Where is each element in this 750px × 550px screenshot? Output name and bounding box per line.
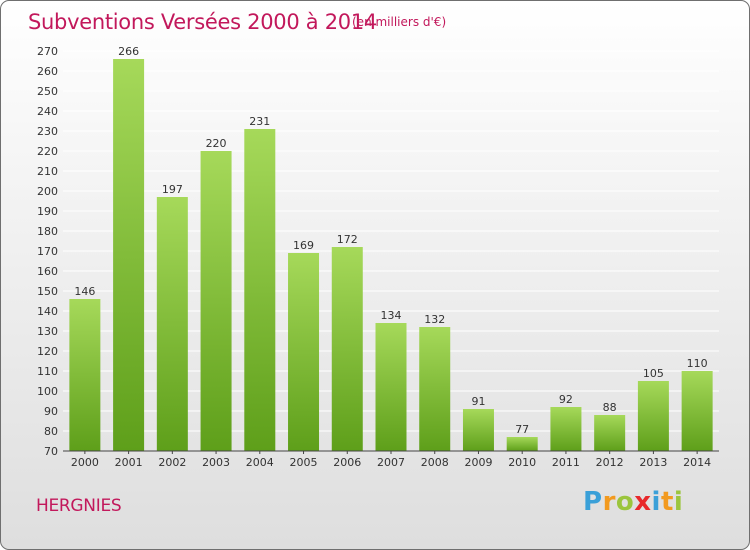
- logo-letter: o: [615, 487, 635, 517]
- data-label: 134: [381, 309, 402, 322]
- y-tick-label: 150: [37, 285, 58, 298]
- x-tick-label: 2014: [683, 456, 711, 469]
- y-tick-label: 250: [37, 85, 58, 98]
- data-label: 220: [206, 137, 227, 150]
- data-label: 92: [559, 393, 573, 406]
- x-tick-label: 2007: [377, 456, 405, 469]
- x-tick-label: 2011: [552, 456, 580, 469]
- bar-2008: [419, 327, 451, 451]
- logo-letter: P: [583, 487, 603, 517]
- data-label: 231: [249, 115, 270, 128]
- bar-2003: [200, 151, 232, 451]
- chart-unit: (en milliers d'€): [352, 15, 447, 29]
- y-tick-label: 170: [37, 245, 58, 258]
- y-axis-ticks: 70 80 90 100 110 120 130 140 150 160 170 180 190 200 2…: [37, 45, 58, 458]
- y-tick-label: 190: [37, 205, 58, 218]
- x-tick-label: 2002: [158, 456, 186, 469]
- x-tick-label: 2006: [333, 456, 361, 469]
- data-label: 77: [515, 423, 529, 436]
- bar-2005: [288, 253, 320, 451]
- commune-name: HERGNIES: [36, 496, 122, 516]
- bar-2014: [681, 371, 713, 451]
- y-tick-label: 200: [37, 185, 58, 198]
- bar-2004: [244, 129, 276, 451]
- logo-letter: x: [634, 487, 652, 517]
- y-tick-label: 220: [37, 145, 58, 158]
- x-tick-label: 2003: [202, 456, 230, 469]
- bar-2012: [594, 415, 626, 451]
- x-tick-label: 2009: [464, 456, 492, 469]
- y-tick-label: 230: [37, 125, 58, 138]
- data-label: 146: [74, 285, 95, 298]
- y-tick-label: 110: [37, 365, 58, 378]
- y-tick-label: 240: [37, 105, 58, 118]
- y-tick-label: 260: [37, 65, 58, 78]
- y-tick-label: 270: [37, 45, 58, 58]
- logo-letter: t: [660, 487, 674, 517]
- x-tick-label: 2012: [596, 456, 624, 469]
- y-tick-label: 210: [37, 165, 58, 178]
- bar-2001: [113, 59, 145, 451]
- data-label: 197: [162, 183, 183, 196]
- data-labels: 146 266 197 220 231 169 172 134 132 91 77 92 88 105 11…: [74, 45, 707, 436]
- y-tick-label: 130: [37, 325, 58, 338]
- bar-2009: [462, 409, 494, 451]
- bar-2000: [69, 299, 101, 451]
- data-label: 172: [337, 233, 358, 246]
- data-label: 169: [293, 239, 314, 252]
- y-tick-label: 80: [44, 425, 58, 438]
- y-tick-label: 180: [37, 225, 58, 238]
- bar-2007: [375, 323, 407, 451]
- data-label: 110: [687, 357, 708, 370]
- bar-2011: [550, 407, 582, 451]
- logo-letter: i: [651, 487, 661, 517]
- bar-2013: [637, 381, 669, 451]
- y-tick-label: 100: [37, 385, 58, 398]
- x-tick-label: 2010: [508, 456, 536, 469]
- data-label: 91: [471, 395, 485, 408]
- y-tick-label: 120: [37, 345, 58, 358]
- x-tick-label: 2005: [290, 456, 318, 469]
- x-tick-label: 2000: [71, 456, 99, 469]
- x-tick-label: 2001: [115, 456, 143, 469]
- chart-title: Subventions Versées 2000 à 2014: [28, 10, 377, 34]
- bars: [69, 59, 713, 451]
- y-tick-label: 70: [44, 445, 58, 458]
- bar-2010: [506, 437, 538, 451]
- y-tick-label: 90: [44, 405, 58, 418]
- y-tick-label: 160: [37, 265, 58, 278]
- logo-letter: r: [602, 487, 616, 517]
- bar-2002: [156, 197, 188, 451]
- logo-letter: i: [673, 487, 684, 517]
- bar-2006: [331, 247, 363, 451]
- data-label: 88: [603, 401, 617, 414]
- x-tick-label: 2004: [246, 456, 274, 469]
- data-label: 132: [424, 313, 445, 326]
- x-tick-label: 2013: [639, 456, 667, 469]
- x-axis-ticks: 2000 2001 2002 2003 2004 2005 2006 2007 2008 2009…: [71, 451, 711, 469]
- proxiti-logo: Proxiti: [583, 487, 683, 517]
- y-tick-label: 140: [37, 305, 58, 318]
- data-label: 266: [118, 45, 139, 58]
- x-tick-label: 2008: [421, 456, 449, 469]
- data-label: 105: [643, 367, 664, 380]
